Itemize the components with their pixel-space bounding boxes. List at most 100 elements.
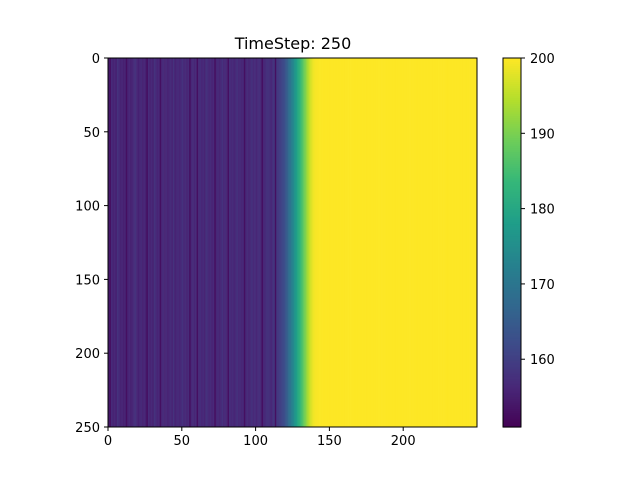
heatmap-column [400,58,403,427]
heatmap-column [407,58,410,427]
heatmap-column [125,58,128,427]
heatmap-column [389,58,392,427]
colorbar-segment [503,166,521,169]
colorbar-segment [503,140,521,143]
heatmap-column [338,58,341,427]
colorbar-segment [503,186,521,189]
heatmap-column [432,58,435,427]
colorbar-segment [503,352,521,356]
colorbar-segment [503,238,521,242]
colorbar-segment [503,390,521,394]
heatmap-column [382,58,385,427]
heatmap-column [267,58,270,427]
heatmap-column [288,58,290,427]
colorbar-segment [503,208,521,212]
heatmap-column [375,58,377,427]
heatmap-column [395,58,398,427]
heatmap-column [271,58,274,427]
heatmap-column [280,58,283,427]
heatmap-column [186,58,189,427]
colorbar-segment [503,224,521,228]
colorbar-segment [503,418,521,422]
heatmap-column [208,58,211,427]
heatmap-column [177,58,180,427]
heatmap-column [310,58,313,427]
colorbar-segment [503,374,521,378]
heatmap-column [226,58,228,427]
colorbar-segment [503,316,521,320]
colorbar-segment [503,414,521,418]
heatmap-column [167,58,169,427]
colorbar-segment [503,368,521,372]
colorbar-segment [503,122,521,125]
colorbar-segment [503,104,521,107]
heatmap-column [276,58,279,427]
heatmap-column [335,58,338,427]
colorbar-segment [503,228,521,232]
y-axis: 0 50 100 150 200 250 [75,52,108,436]
heatmap-column [351,58,354,427]
colorbar-segment [503,168,521,171]
colorbar-segment [503,322,521,326]
heatmap-column [450,58,453,427]
heatmap-column [156,58,159,427]
heatmap-column [348,58,351,427]
heatmap-column [243,58,246,427]
colorbar-segment [503,310,521,314]
heatmap-column [475,58,478,427]
colorbar-segment [503,348,521,352]
heatmap-column [293,58,296,427]
colorbar-segment [503,112,521,115]
heatmap-column [292,58,295,427]
heatmap-column [162,58,165,427]
heatmap-column [363,58,366,427]
heatmap-column [115,58,118,427]
heatmap-column [394,58,397,427]
colorbar-segment [503,220,521,224]
heatmap-column [270,58,273,427]
heatmap-column [454,58,457,427]
heatmap-column [457,58,460,427]
colorbar-segment [503,300,521,304]
colorbar-segment [503,214,521,218]
heatmap-column [354,58,357,427]
heatmap-column [423,58,426,427]
colorbar-segment [503,304,521,308]
heatmap-column [360,58,363,427]
heatmap-column [426,58,429,427]
colorbar-segment [503,138,521,141]
heatmap-column [265,58,268,427]
heatmap-column [341,58,344,427]
heatmap-column [385,58,388,427]
colorbar-segment [503,346,521,350]
colorbar-segment [503,248,521,252]
heatmap-column [223,58,225,427]
colorbar-segment [503,416,521,420]
heatmap-column [242,58,245,427]
colorbar-segment [503,118,521,121]
heatmap-column [262,58,265,427]
heatmap-column [169,58,172,427]
heatmap-column [108,58,110,427]
heatmap-column [378,58,380,427]
heatmap-column [140,58,143,427]
heatmap-column [304,58,307,427]
x-axis: 0 50 100 150 200 [104,427,416,449]
colorbar-segment [503,222,521,226]
colorbar-segment [503,180,521,183]
heatmap-column [231,58,234,427]
heatmap-column [190,58,193,427]
colorbar-segment [503,286,521,290]
heatmap-column [388,58,391,427]
colorbar-segment [503,412,521,416]
heatmap-column [239,58,242,427]
heatmap-column [113,58,116,427]
heatmap-column [302,58,305,427]
colorbar-segment [503,334,521,338]
heatmap-column [246,58,249,427]
colorbar-segment [503,148,521,151]
heatmap-column [199,58,202,427]
colorbar-segment [503,170,521,173]
heatmap-column [431,58,434,427]
heatmap-column [339,58,342,427]
